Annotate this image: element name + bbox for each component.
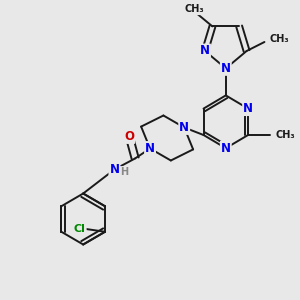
Text: CH₃: CH₃ [276,130,295,140]
Text: N: N [179,121,189,134]
Text: N: N [145,142,155,155]
Text: N: N [110,163,119,176]
Text: CH₃: CH₃ [270,34,290,44]
Text: H: H [120,167,128,177]
Text: O: O [124,130,134,143]
Text: N: N [221,62,231,75]
Text: N: N [243,102,253,115]
Text: CH₃: CH₃ [185,4,204,14]
Text: Cl: Cl [74,224,86,234]
Text: N: N [200,44,210,58]
Text: N: N [221,142,231,155]
